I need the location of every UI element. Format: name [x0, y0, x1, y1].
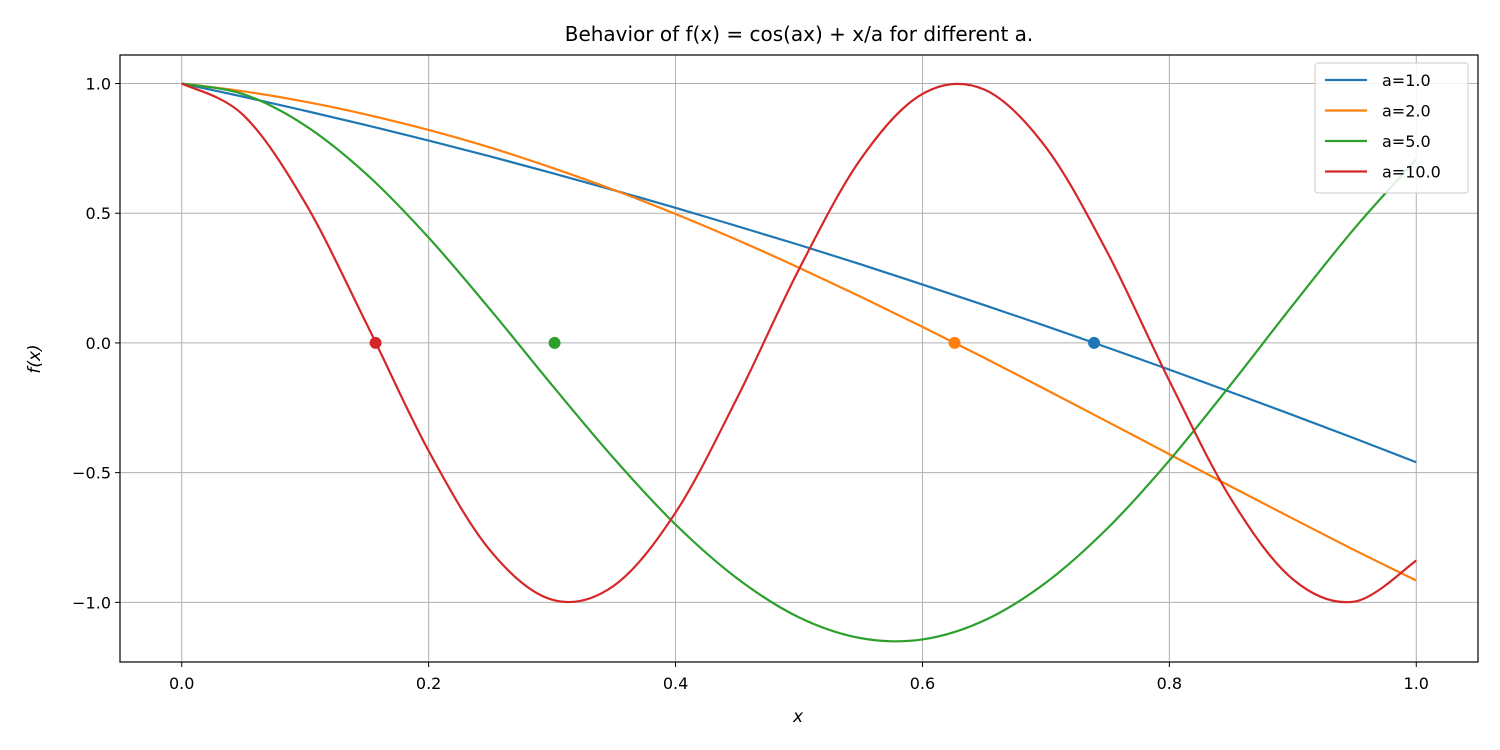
- y-axis-label: f(x): [25, 344, 45, 373]
- series-layer: [181, 82, 1418, 643]
- plot-frame: [119, 54, 1479, 663]
- series-line: [181, 82, 1417, 464]
- x-tick-label: 0.4: [663, 674, 688, 693]
- legend-frame: [1314, 62, 1469, 194]
- series-line: [181, 82, 1417, 582]
- x-tick-label: 1.0: [1404, 674, 1429, 693]
- y-tick-label: 0.5: [86, 204, 111, 223]
- y-tick-label: 0.0: [86, 334, 111, 353]
- legend-label: a=1.0: [1382, 71, 1431, 90]
- y-axis: 1.0 0.5 0.0 −0.5 −1.0: [72, 75, 120, 612]
- x-axis-label: x: [792, 707, 804, 727]
- root-marker: [369, 336, 382, 349]
- legend-label: a=10.0: [1382, 163, 1441, 182]
- x-tick-label: 0.6: [910, 674, 935, 693]
- x-axis: 0.0 0.2 0.4 0.6 0.8 1.0: [169, 662, 1429, 693]
- x-tick-label: 0.0: [169, 674, 194, 693]
- y-tick-label: −1.0: [72, 593, 111, 612]
- roots-layer: [369, 336, 1101, 349]
- y-tick-label: −0.5: [72, 464, 111, 483]
- series-line: [181, 82, 1418, 643]
- root-marker: [548, 336, 561, 349]
- root-marker: [1088, 336, 1101, 349]
- legend: a=1.0 a=2.0 a=5.0 a=10.0: [1314, 62, 1469, 194]
- x-tick-label: 0.8: [1157, 674, 1182, 693]
- legend-label: a=5.0: [1382, 132, 1431, 151]
- series-line: [181, 82, 1417, 604]
- legend-label: a=2.0: [1382, 102, 1431, 121]
- y-tick-label: 1.0: [86, 75, 111, 94]
- root-marker: [948, 336, 961, 349]
- x-tick-label: 0.2: [416, 674, 441, 693]
- chart-title: Behavior of f(x) = cos(ax) + x/a for dif…: [565, 22, 1034, 46]
